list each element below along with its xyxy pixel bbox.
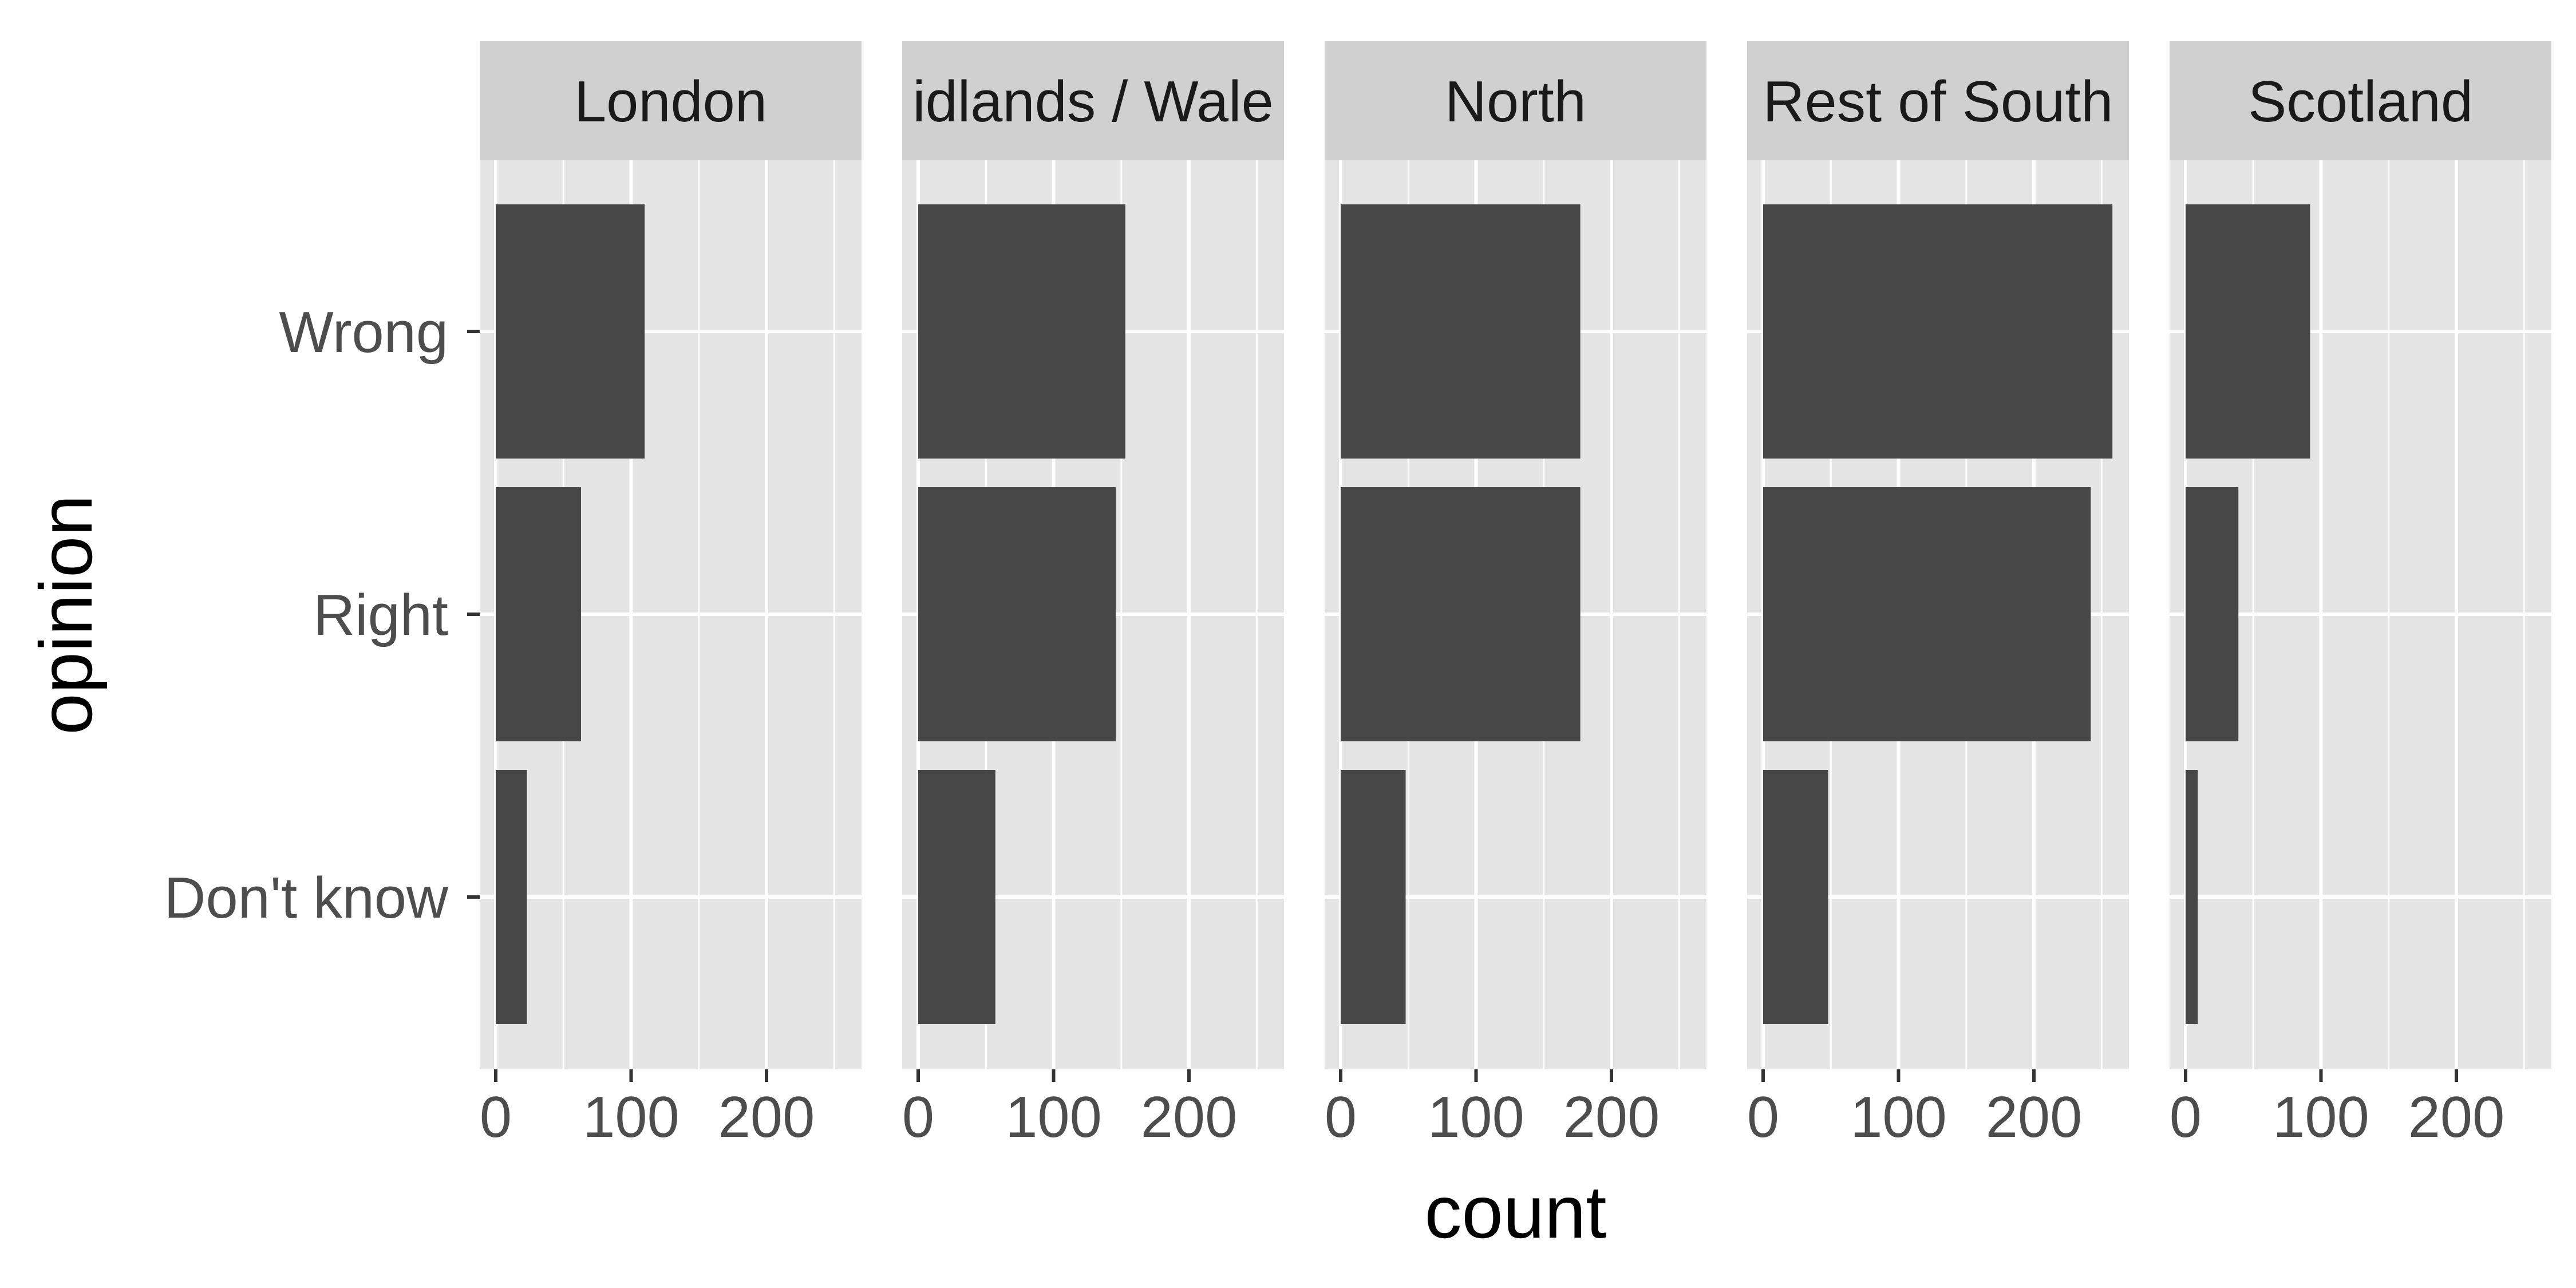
bar	[496, 204, 645, 459]
x-tick-label: 100	[1005, 1085, 1102, 1149]
bar	[1341, 770, 1406, 1024]
x-tick-label: 200	[718, 1085, 815, 1149]
x-tick-label: 0	[2170, 1085, 2202, 1149]
x-tick-label: 200	[1563, 1085, 1660, 1149]
y-tick-label: Don't know	[164, 866, 449, 930]
y-tick-label: Wrong	[279, 301, 448, 365]
bar	[918, 204, 1125, 459]
y-axis-title: opinion	[24, 495, 108, 734]
x-tick-label: 0	[902, 1085, 934, 1149]
bar	[1763, 487, 2091, 741]
y-tick-label: Right	[313, 583, 448, 647]
facet-strip	[480, 41, 862, 160]
x-tick-label: 200	[2408, 1085, 2505, 1149]
bar	[2186, 770, 2198, 1024]
x-tick-label: 100	[2273, 1085, 2369, 1149]
facet-label: North	[1445, 70, 1586, 134]
facet-2: North 0 100 200	[1325, 41, 1706, 1149]
facet-label: London	[574, 70, 767, 134]
bar	[2186, 204, 2310, 459]
facet-strip	[1747, 41, 2129, 160]
facet-strip	[2170, 41, 2551, 160]
bar	[496, 487, 581, 741]
x-tick-label: 0	[1325, 1085, 1357, 1149]
x-tick-label: 100	[1428, 1085, 1524, 1149]
bar	[1341, 204, 1581, 459]
bar	[1763, 770, 1828, 1024]
facet-label: Scotland	[2248, 70, 2473, 134]
bar	[2186, 487, 2239, 741]
x-tick-label: 0	[480, 1085, 512, 1149]
x-tick-label: 100	[583, 1085, 679, 1149]
x-axis-title: count	[1424, 1170, 1606, 1254]
bar	[1763, 204, 2113, 459]
bar	[918, 770, 995, 1024]
bar	[1341, 487, 1581, 741]
x-tick-label: 200	[1986, 1085, 2083, 1149]
x-tick-label: 100	[1850, 1085, 1947, 1149]
facet-label: idlands / Wale	[912, 70, 1274, 134]
facet-4: Scotland 0 100 200	[2170, 41, 2551, 1149]
facet-strip	[902, 41, 1284, 160]
facet-label: Rest of South	[1763, 70, 2113, 134]
facet-strip	[1325, 41, 1706, 160]
bar	[496, 770, 527, 1024]
x-tick-label: 0	[1747, 1085, 1779, 1149]
bar	[918, 487, 1116, 741]
x-tick-label: 200	[1141, 1085, 1238, 1149]
facet-3: Rest of South 0 100 200	[1747, 41, 2129, 1149]
facet-0: London 0 100 200	[480, 41, 862, 1149]
facet-1: idlands / Wale 0 100 200	[902, 41, 1284, 1149]
